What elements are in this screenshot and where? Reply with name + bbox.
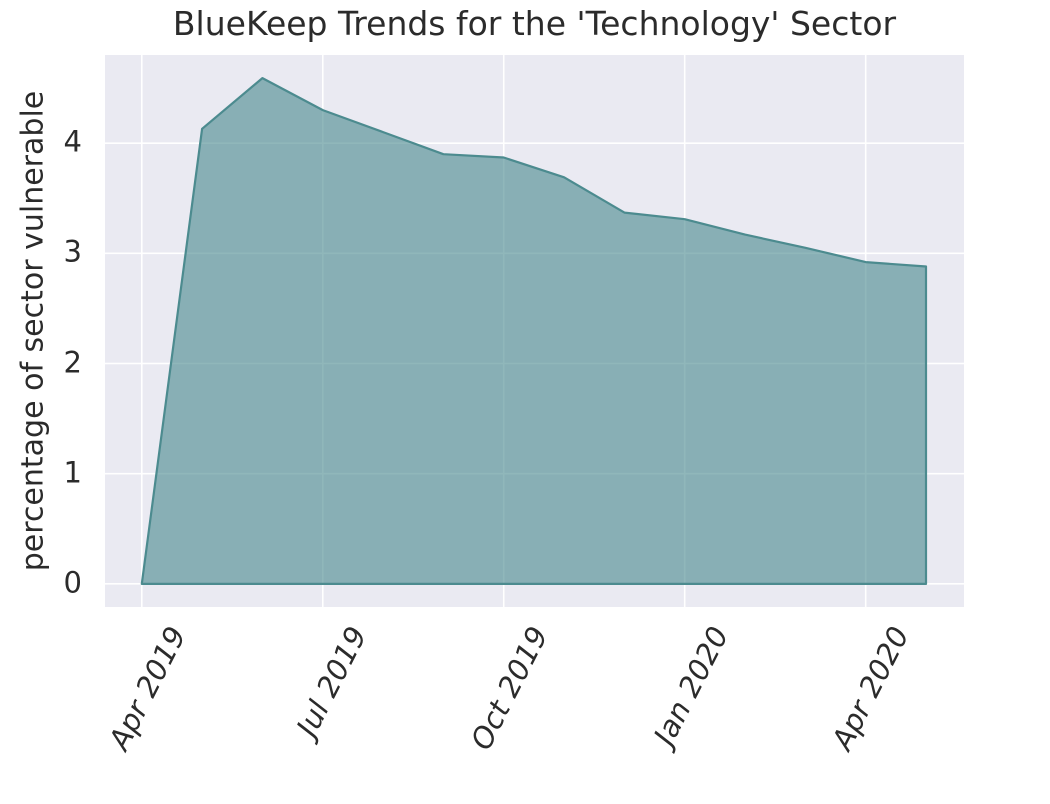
area-series xyxy=(140,77,928,586)
x-tick-label: Jan 2020 xyxy=(646,621,736,751)
y-axis-label-text: percentage of sector vulnerable xyxy=(15,90,51,572)
x-tick-label: Apr 2020 xyxy=(825,621,917,756)
y-tick-label: 0 xyxy=(63,565,82,600)
y-tick-label: 3 xyxy=(63,234,82,269)
plot-area xyxy=(105,55,964,607)
y-tick-label: 1 xyxy=(63,455,82,490)
y-tick-label: 2 xyxy=(63,344,82,379)
chart-title: BlueKeep Trends for the 'Technology' Sec… xyxy=(172,4,897,43)
x-tick-label: Jul 2019 xyxy=(289,621,374,742)
x-tick-label: Apr 2019 xyxy=(101,621,193,756)
y-tick-label: 4 xyxy=(63,124,82,159)
area-chart xyxy=(105,55,964,607)
x-tick-label: Oct 2019 xyxy=(463,621,555,756)
